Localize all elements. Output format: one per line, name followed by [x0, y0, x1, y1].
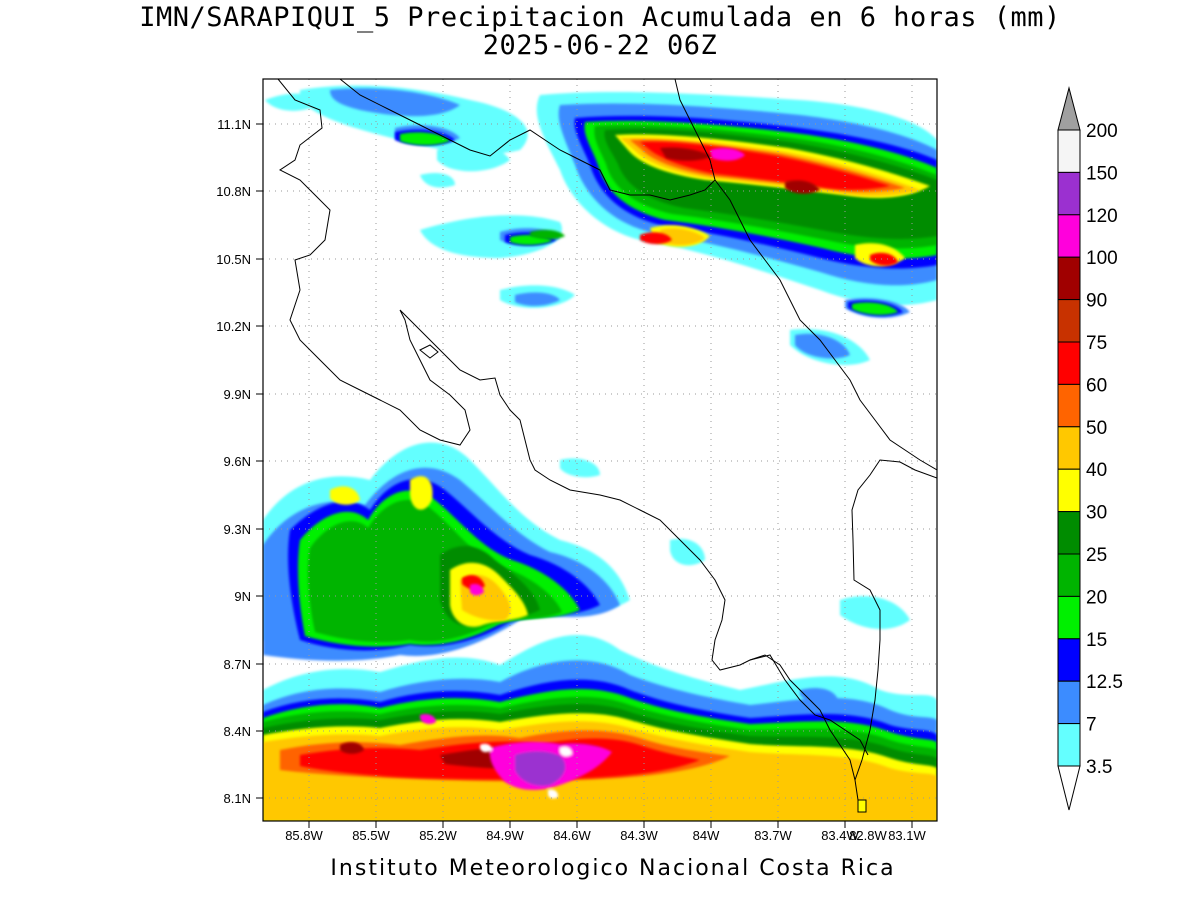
lat-label: 9.9N [224, 387, 251, 402]
colorbar-label: 75 [1086, 333, 1107, 354]
colorbar-swatch [1057, 129, 1081, 173]
colorbar-label: 30 [1086, 503, 1107, 524]
map-frame [262, 78, 938, 822]
title-line-2: 2025-06-22 06Z [482, 30, 718, 61]
lon-label: 85.8W [285, 828, 323, 843]
precip-120-150 [420, 147, 745, 799]
colorbar-swatch [1057, 638, 1081, 682]
colorbar-swatch [1057, 256, 1081, 301]
colorbar-top-triangle [1057, 86, 1081, 131]
colorbar-swatch [1057, 723, 1081, 767]
colorbar-swatch [1057, 341, 1081, 385]
colorbar-label: 50 [1086, 418, 1107, 439]
colorbar-label: 20 [1086, 587, 1107, 608]
colorbar-label: 100 [1086, 248, 1118, 269]
footer-credit: Instituto Meteorologico Nacional Costa R… [330, 856, 896, 881]
lat-label: 9.3N [224, 522, 251, 537]
lon-label: 83.1W [888, 828, 926, 843]
lat-label: 8.4N [224, 724, 251, 739]
lon-label: 82.8W [849, 828, 887, 843]
lon-label: 84W [693, 828, 720, 843]
colorbar-label: 60 [1086, 375, 1107, 396]
lat-label: 8.7N [224, 657, 251, 672]
colorbar-swatch [1057, 426, 1081, 470]
colorbar-swatch [1057, 553, 1081, 597]
lon-label: 85.2W [419, 828, 457, 843]
colorbar-legend: 200 150 120 100 90 75 60 50 40 30 25 20 15 12.5 7 3.5 [1057, 86, 1123, 811]
colorbar-label: 7 [1086, 715, 1097, 736]
colorbar-label: 90 [1086, 291, 1107, 312]
colorbar-swatch [1057, 595, 1081, 640]
colorbar-swatch [1057, 299, 1081, 343]
colorbar-swatch [1057, 468, 1081, 513]
colorbar-label: 40 [1086, 460, 1107, 481]
colorbar-swatch [1057, 680, 1081, 725]
colorbar-label: 15 [1086, 630, 1107, 651]
lat-label: 10.8N [216, 184, 251, 199]
graticule [263, 79, 937, 821]
title-line-1: IMN/SARAPIQUI_5 Precipitacion Acumulada … [139, 2, 1061, 33]
colorbar-swatch [1057, 383, 1081, 428]
longitude-labels: 85.8W 85.5W 85.2W 84.9W 84.6W 84.3W 84W … [285, 828, 926, 843]
colorbar-label: 12.5 [1086, 672, 1123, 693]
lat-label: 10.5N [216, 252, 251, 267]
lat-label: 9.6N [224, 454, 251, 469]
colorbar-label: 120 [1086, 206, 1118, 227]
colorbar-label: 200 [1086, 121, 1118, 142]
colorbar-label: 25 [1086, 545, 1107, 566]
lat-label: 10.2N [216, 319, 251, 334]
lon-label: 83.4W [821, 828, 859, 843]
lon-label: 84.3W [620, 828, 658, 843]
colorbar-swatch [1057, 214, 1081, 258]
lon-label: 84.6W [553, 828, 591, 843]
lon-label: 83.7W [754, 828, 792, 843]
colorbar-swatch [1057, 171, 1081, 216]
colorbar-bottom-triangle [1057, 765, 1081, 811]
map-area [263, 79, 937, 821]
coastlines-borders [277, 79, 937, 811]
colorbar-label: 3.5 [1086, 757, 1112, 778]
lon-label: 85.5W [352, 828, 390, 843]
lat-label: 8.1N [224, 791, 251, 806]
axis-ticks [256, 123, 913, 828]
lon-label: 84.9W [486, 828, 524, 843]
lat-label: 9N [234, 589, 251, 604]
lat-label: 11.1N [217, 117, 251, 132]
colorbar-swatch [1057, 511, 1081, 555]
latitude-labels: 11.1N 10.8N 10.5N 10.2N 9.9N 9.6N 9.3N 9… [216, 117, 251, 806]
colorbar-label: 150 [1086, 163, 1118, 184]
